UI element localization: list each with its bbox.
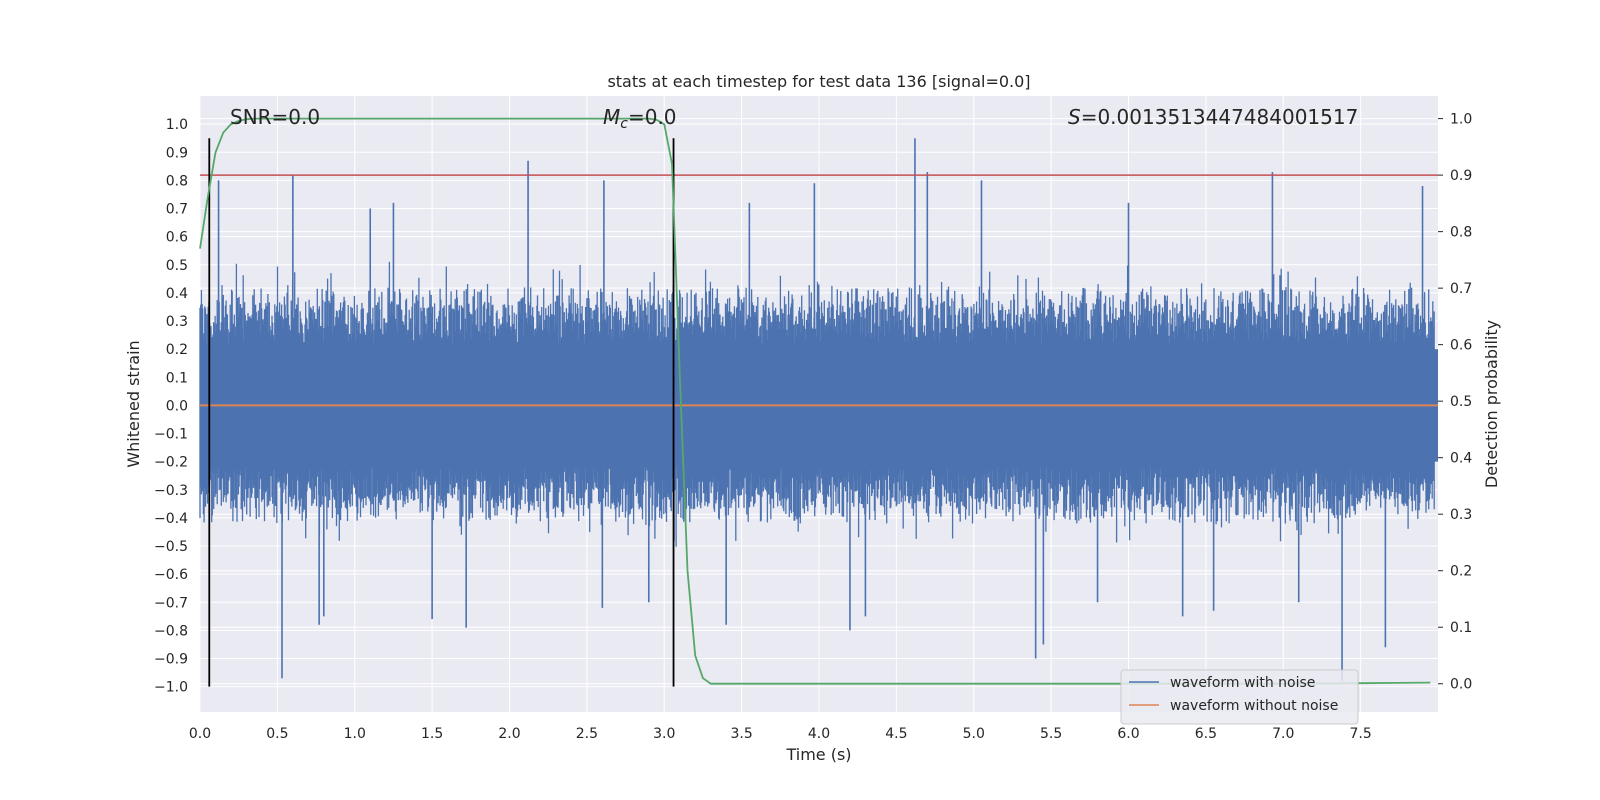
y-tick-label: −0.3 (154, 483, 188, 499)
y-tick-label: 0.9 (166, 145, 188, 161)
x-tick-label: 0.5 (266, 726, 288, 742)
y-right-tick-label: 0.1 (1450, 620, 1472, 636)
x-tick-label: 2.0 (498, 726, 520, 742)
y-tick-label: 0.8 (166, 173, 188, 189)
x-tick-label: 7.0 (1272, 726, 1294, 742)
y-right-tick-label: 0.3 (1450, 507, 1472, 523)
y-tick-label: 0.6 (166, 230, 188, 246)
x-tick-label: 0.0 (189, 726, 211, 742)
y-tick-label: −1.0 (154, 680, 188, 696)
y-axis-label: Whitened strain (124, 340, 143, 467)
y-tick-label: −0.5 (154, 539, 188, 555)
y-tick-label: 0.5 (166, 258, 188, 274)
y-tick-label: −0.1 (154, 427, 188, 443)
y-tick-label: −0.9 (154, 652, 188, 668)
x-tick-label: 5.5 (1040, 726, 1062, 742)
legend: waveform with noise waveform without noi… (1120, 669, 1359, 725)
y-tick-label: 0.7 (166, 202, 188, 218)
y-tick-label: 0.0 (166, 398, 188, 414)
y-right-axis-ticks: 1.0 0.9 0.8 0.7 0.6 0.5 0.4 0.3 0.2 0.1 0.0 (1438, 112, 1472, 693)
x-tick-label: 3.0 (653, 726, 675, 742)
mc-annotation: Mc=0.0 (603, 105, 677, 132)
y-right-tick-label: 0.2 (1450, 564, 1472, 580)
detection-probability-line (199, 117, 1431, 685)
x-axis-ticks: 0.0 0.5 1.0 1.5 2.0 2.5 3.0 3.5 4.0 4.5 5.0 5.5 6.0 6… (189, 726, 1372, 742)
x-tick-label: 6.5 (1195, 726, 1217, 742)
x-tick-label: 3.5 (730, 726, 752, 742)
mc-value: =0.0 (628, 105, 677, 129)
x-tick-label: 4.5 (885, 726, 907, 742)
x-axis-label: Time (s) (785, 745, 851, 764)
x-tick-label: 1.0 (344, 726, 366, 742)
legend-box (1120, 669, 1359, 725)
x-tick-label: 7.5 (1349, 726, 1371, 742)
y-axis-ticks: 1.0 0.9 0.8 0.7 0.6 0.5 0.4 0.3 0.2 0.1 0.0 −0.1 −0.… (154, 117, 188, 696)
y-right-tick-label: 0.4 (1450, 451, 1472, 467)
mc-subscript: c (620, 116, 628, 132)
y-tick-label: 0.4 (166, 286, 188, 302)
s-value: =0.0013513447484001517 (1081, 105, 1359, 129)
y-tick-label: 0.3 (166, 314, 188, 330)
x-tick-label: 6.0 (1117, 726, 1139, 742)
s-annotation: S=0.0013513447484001517 (1068, 105, 1358, 129)
s-symbol: S (1068, 105, 1081, 129)
y-right-tick-label: 1.0 (1450, 112, 1472, 128)
x-tick-label: 4.0 (808, 726, 830, 742)
y-tick-label: −0.4 (154, 511, 188, 527)
y-tick-label: 0.1 (166, 370, 188, 386)
y-right-axis-label: Detection probability (1482, 320, 1501, 488)
y-right-tick-label: 0.5 (1450, 394, 1472, 410)
y-right-tick-label: 0.7 (1450, 281, 1472, 297)
x-tick-label: 5.0 (963, 726, 985, 742)
y-tick-label: 1.0 (166, 117, 188, 133)
chart-title: stats at each timestep for test data 136… (607, 72, 1030, 91)
legend-label-with-noise: waveform with noise (1170, 675, 1315, 691)
y-right-tick-label: 0.8 (1450, 225, 1472, 241)
y-right-tick-label: 0.6 (1450, 338, 1472, 354)
snr-annotation: SNR=0.0 (230, 105, 320, 129)
y-right-tick-label: 0.9 (1450, 168, 1472, 184)
y-tick-label: −0.8 (154, 623, 188, 639)
x-tick-label: 2.5 (576, 726, 598, 742)
x-tick-label: 1.5 (421, 726, 443, 742)
y-tick-label: 0.2 (166, 342, 188, 358)
mc-symbol: M (603, 105, 620, 129)
y-tick-label: −0.2 (154, 455, 188, 471)
overlay-lines (199, 117, 1438, 687)
y-tick-label: −0.7 (154, 595, 188, 611)
y-right-tick-label: 0.0 (1450, 677, 1472, 693)
y-tick-label: −0.6 (154, 567, 188, 583)
legend-label-without-noise: waveform without noise (1170, 698, 1338, 714)
